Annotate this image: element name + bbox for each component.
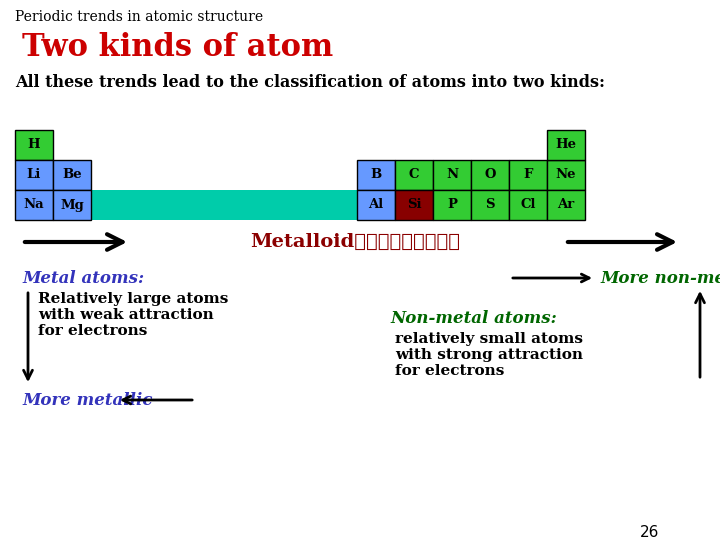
Bar [15,160,53,190]
Bar [357,190,395,220]
Bar [547,190,585,220]
Text: Relatively large atoms
with weak attraction
for electrons: Relatively large atoms with weak attract… [38,292,228,339]
Text: Mg: Mg [60,199,84,212]
Text: 26: 26 [640,525,660,540]
Text: relatively small atoms
with strong attraction
for electrons: relatively small atoms with strong attra… [395,332,583,379]
Bar [433,190,471,220]
Text: F: F [523,168,533,181]
Text: Metal atoms:: Metal atoms: [22,270,144,287]
Text: N: N [446,168,458,181]
Bar [471,160,509,190]
Text: Ar: Ar [557,199,575,212]
Bar [509,160,547,190]
Text: More metallic: More metallic [22,392,153,409]
Text: Ne: Ne [556,168,576,181]
Text: He: He [556,138,577,152]
Bar [395,160,433,190]
Bar [471,190,509,220]
Bar [53,190,91,220]
Bar [509,190,547,220]
Bar [357,160,395,190]
Bar [395,190,433,220]
Bar [15,190,53,220]
Text: H: H [27,138,40,152]
Text: More non-metallic: More non-metallic [600,270,720,287]
Text: Metalloid（准金属；非金属）: Metalloid（准金属；非金属） [250,233,460,251]
Text: O: O [485,168,496,181]
Text: B: B [370,168,382,181]
Bar [547,130,585,160]
Bar [15,130,53,160]
Text: P: P [447,199,457,212]
Bar [547,160,585,190]
Bar [53,160,91,190]
Text: Periodic trends in atomic structure: Periodic trends in atomic structure [15,10,263,24]
Text: Si: Si [407,199,421,212]
Text: Non-metal atoms:: Non-metal atoms: [390,310,557,327]
Text: C: C [409,168,419,181]
Bar [91,190,357,220]
Text: Cl: Cl [521,199,536,212]
Text: Be: Be [62,168,82,181]
Bar [433,160,471,190]
Text: All these trends lead to the classification of atoms into two kinds:: All these trends lead to the classificat… [15,74,605,91]
Text: Al: Al [369,199,384,212]
Text: Na: Na [24,199,45,212]
Text: Two kinds of atom: Two kinds of atom [22,32,333,63]
Text: S: S [485,199,495,212]
Text: Li: Li [27,168,41,181]
